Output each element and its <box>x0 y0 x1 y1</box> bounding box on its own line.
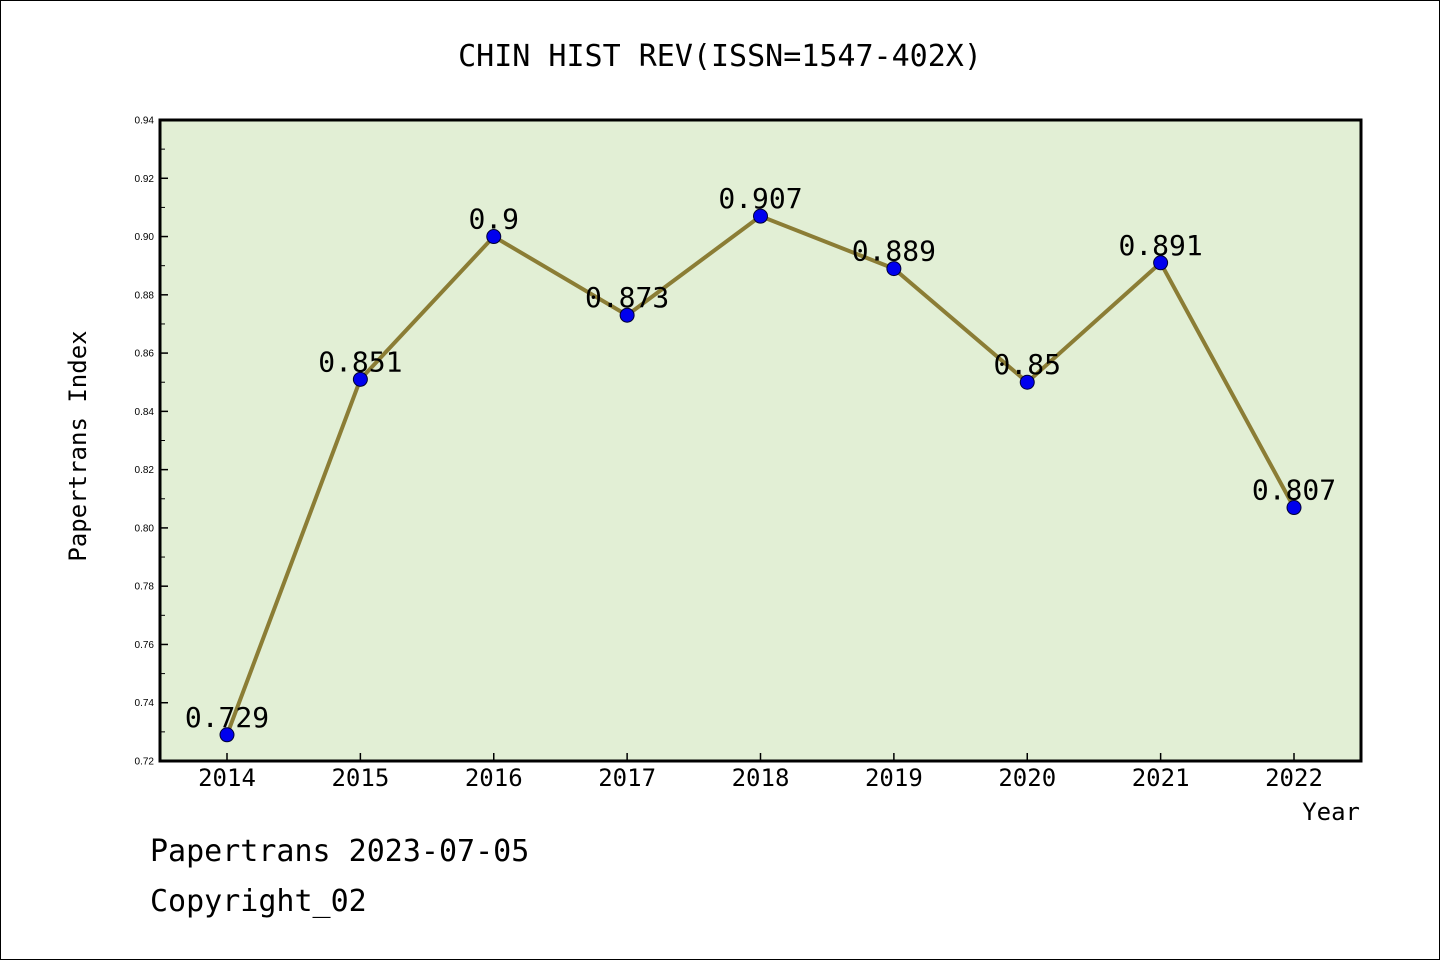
chart-title: CHIN HIST REV(ISSN=1547-402X) <box>458 39 982 74</box>
data-point-2015 <box>352 371 368 387</box>
x-axis-ticks: 2014 2015 2016 2017 2018 2019 2020 2021 2022 <box>198 753 1323 792</box>
x-tick-label: 2018 <box>732 764 790 792</box>
footer-date: Papertrans 2023-07-05 <box>150 834 530 869</box>
x-tick-label: 2015 <box>331 764 389 792</box>
x-tick-label: 2017 <box>598 764 656 792</box>
y-axis-label: Papertrans Index <box>64 330 92 561</box>
data-label-2015: 0.851 <box>318 345 402 378</box>
data-point-2016 <box>486 229 502 245</box>
y-tick-label: 0.84 <box>135 407 155 418</box>
y-tick-label: 0.92 <box>135 174 155 185</box>
data-label-2022: 0.807 <box>1252 474 1336 507</box>
x-tick-label: 2020 <box>998 764 1056 792</box>
x-tick-label: 2021 <box>1132 764 1190 792</box>
y-tick-label: 0.94 <box>135 116 155 127</box>
y-tick-label: 0.76 <box>135 640 155 651</box>
x-tick-label: 2014 <box>198 764 256 792</box>
y-tick-label: 0.82 <box>135 465 155 476</box>
data-point-2020 <box>1019 374 1035 390</box>
data-label-2021: 0.891 <box>1118 229 1202 262</box>
data-labels: 0.729 0.851 0.9 0.873 0.907 0.889 0.85 0.891 0.8… <box>185 182 1336 734</box>
y-tick-label: 0.90 <box>135 232 155 243</box>
data-label-2016: 0.9 <box>468 203 519 236</box>
data-label-2014: 0.729 <box>185 701 269 734</box>
data-point-2017 <box>619 307 635 323</box>
x-tick-label: 2022 <box>1265 764 1323 792</box>
data-point-2022 <box>1286 500 1302 516</box>
data-point-2014 <box>219 727 235 743</box>
x-tick-label: 2019 <box>865 764 923 792</box>
series-markers <box>219 208 1302 743</box>
data-point-2019 <box>886 261 902 277</box>
x-tick-label: 2016 <box>465 764 523 792</box>
x-axis-label: Year <box>1302 798 1360 826</box>
footer-copyright: Copyright_02 <box>150 884 367 919</box>
data-point-2021 <box>1153 255 1169 271</box>
y-tick-label: 0.80 <box>135 523 155 534</box>
data-label-2018: 0.907 <box>718 182 802 215</box>
y-tick-label: 0.78 <box>135 582 155 593</box>
y-tick-label: 0.86 <box>135 349 155 360</box>
plot-area <box>160 120 1361 761</box>
data-point-2018 <box>753 208 768 224</box>
data-label-2020: 0.85 <box>994 348 1061 381</box>
plot-border <box>158 118 1363 763</box>
y-tick-label: 0.74 <box>135 698 155 709</box>
data-label-2017: 0.873 <box>585 281 669 314</box>
y-tick-label: 0.88 <box>135 290 155 301</box>
y-tick-label: 0.72 <box>135 757 155 768</box>
data-label-2019: 0.889 <box>852 235 936 268</box>
